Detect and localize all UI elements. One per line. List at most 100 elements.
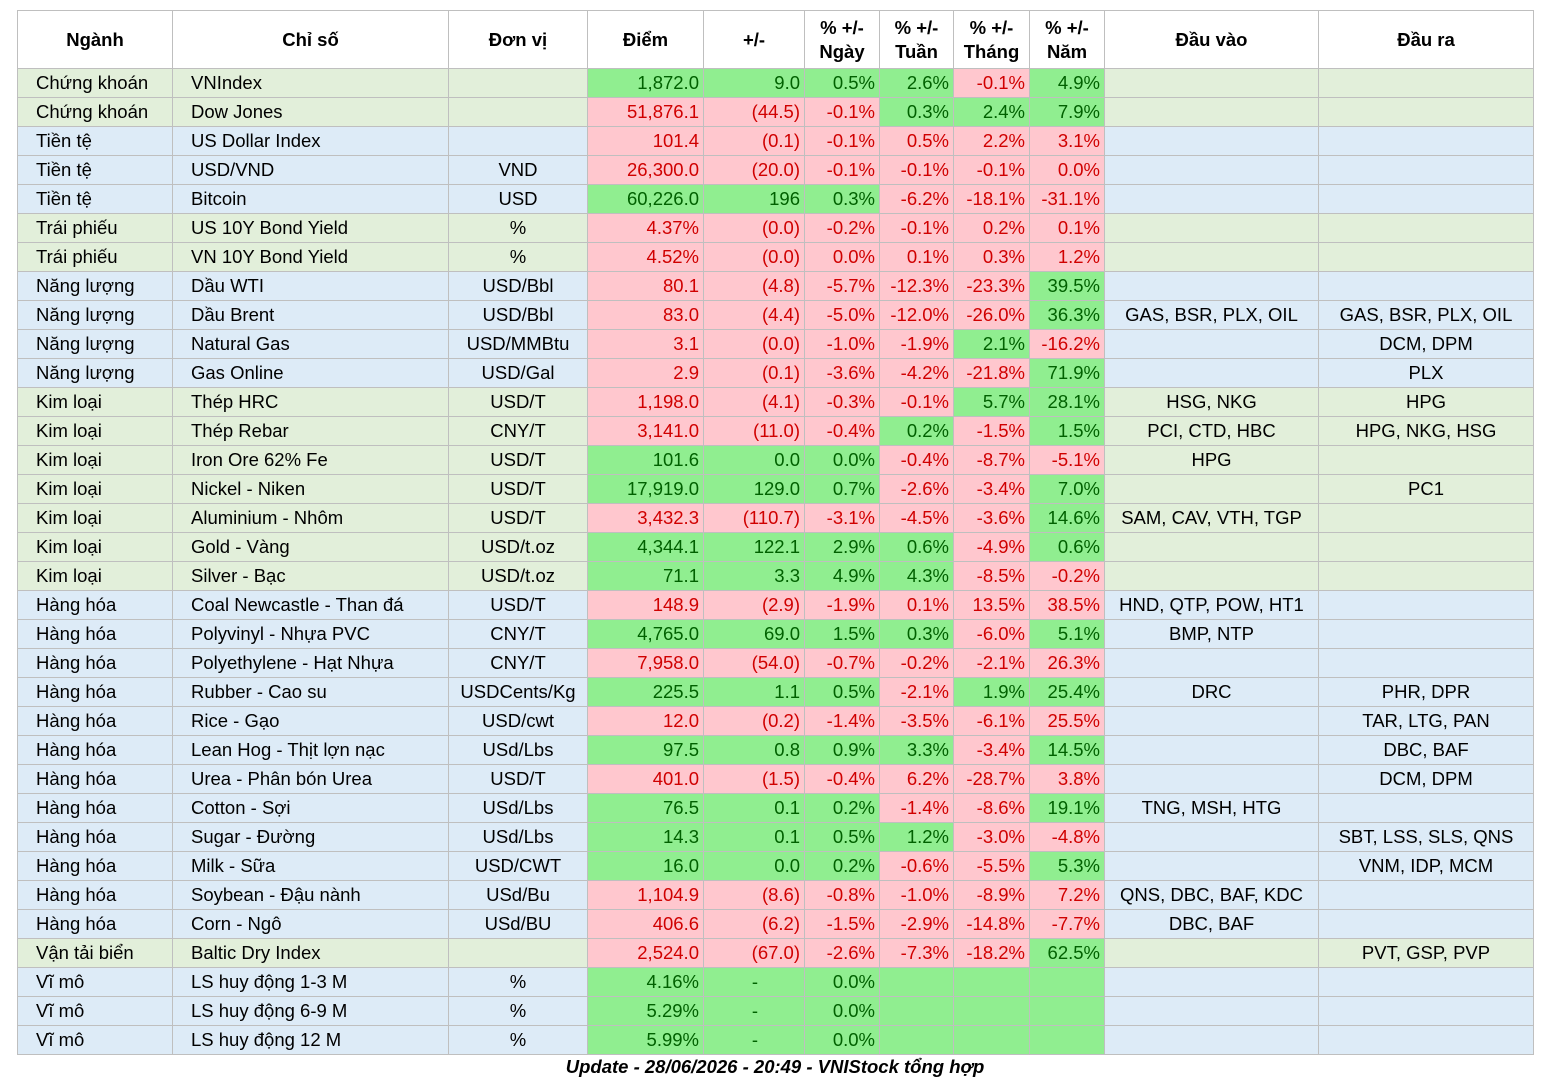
cell: -0.1% [804,126,880,156]
table-row: Kim loại Aluminium - Nhôm USD/T 3,432.3 (110… [17,503,1534,533]
table-row: Hàng hóa Polyethylene - Hạt Nhựa CNY/T 7,95… [17,648,1534,678]
cell: -18.2% [953,938,1030,968]
cell: Dow Jones [172,97,449,127]
table-row: Tiền tệ US Dollar Index 101.4 (0.1) -0.1% 0.5… [17,126,1534,156]
table-row: Hàng hóa Corn - Ngô USd/BU 406.6 (6.2) -1.5% -… [17,909,1534,939]
cell: -3.0% [953,822,1030,852]
table-row: Kim loại Thép HRC USD/T 1,198.0 (4.1) -0.3% -0… [17,387,1534,417]
cell: Năng lượng [17,329,173,359]
cell [1104,358,1319,388]
cell [1318,68,1534,98]
cell [1029,996,1105,1026]
cell: Polyethylene - Hạt Nhựa [172,648,449,678]
cell: Hàng hóa [17,619,173,649]
cell: Kim loại [17,474,173,504]
cell: Dầu Brent [172,300,449,330]
table-row: Kim loại Nickel - Niken USD/T 17,919.0 129.0… [17,474,1534,504]
cell: (54.0) [703,648,805,678]
cell: - [703,1025,805,1055]
cell: PLX [1318,358,1534,388]
cell: 4,765.0 [587,619,704,649]
cell: USD/t.oz [448,561,588,591]
cell: -3.4% [953,735,1030,765]
cell: -1.0% [879,880,954,910]
cell: -1.9% [804,590,880,620]
cell: VND [448,155,588,185]
cell: Bitcoin [172,184,449,214]
cell: BMP, NTP [1104,619,1319,649]
cell: USd/Lbs [448,793,588,823]
cell: -2.6% [804,938,880,968]
cell [1318,184,1534,214]
cell: USD/cwt [448,706,588,736]
cell: (20.0) [703,155,805,185]
cell [1104,851,1319,881]
cell: Hàng hóa [17,793,173,823]
cell: 97.5 [587,735,704,765]
cell: 0.0% [804,242,880,272]
cell: 13.5% [953,590,1030,620]
cell: 26,300.0 [587,155,704,185]
cell: 3.1 [587,329,704,359]
cell [1104,967,1319,997]
cell: -4.2% [879,358,954,388]
cell: Thép HRC [172,387,449,417]
cell: 0.6% [879,532,954,562]
cell: HSG, NKG [1104,387,1319,417]
cell [1318,155,1534,185]
cell: (11.0) [703,416,805,446]
cell: 69.0 [703,619,805,649]
cell: -0.3% [804,387,880,417]
table-row: Tiền tệ Bitcoin USD 60,226.0 196 0.3% -6.2% -18… [17,184,1534,214]
cell: (0.2) [703,706,805,736]
cell: (0.0) [703,242,805,272]
cell: 71.9% [1029,358,1105,388]
cell: Kim loại [17,503,173,533]
cell: (4.1) [703,387,805,417]
cell: 0.3% [879,619,954,649]
cell: Vĩ mô [17,996,173,1026]
cell: 1.9% [953,677,1030,707]
header-cell: Chỉ số [172,10,449,69]
cell: PCI, CTD, HBC [1104,416,1319,446]
cell: -0.8% [804,880,880,910]
header-cell: % +/- Tháng [953,10,1030,69]
cell [1104,735,1319,765]
cell: -8.6% [953,793,1030,823]
cell: Dầu WTI [172,271,449,301]
cell: USD/T [448,387,588,417]
cell: -0.1% [953,68,1030,98]
cell: 406.6 [587,909,704,939]
cell: 0.1 [703,822,805,852]
cell: Kim loại [17,561,173,591]
cell: Kim loại [17,416,173,446]
cell: 12.0 [587,706,704,736]
cell: Cotton - Sợi [172,793,449,823]
header-cell: Đầu ra [1318,10,1534,69]
cell [1104,184,1319,214]
cell: 0.8 [703,735,805,765]
cell: VN 10Y Bond Yield [172,242,449,272]
cell: (0.1) [703,126,805,156]
cell: VNM, IDP, MCM [1318,851,1534,881]
cell: 1.2% [1029,242,1105,272]
cell: Milk - Sữa [172,851,449,881]
cell: 0.9% [804,735,880,765]
table-row: Năng lượng Dầu WTI USD/Bbl 80.1 (4.8) -5.7% -1… [17,271,1534,301]
cell: DCM, DPM [1318,764,1534,794]
cell [1318,880,1534,910]
cell [1104,648,1319,678]
cell: -0.4% [804,764,880,794]
cell: -0.6% [879,851,954,881]
cell [1104,1025,1319,1055]
cell: Corn - Ngô [172,909,449,939]
cell [1104,155,1319,185]
table-row: Năng lượng Natural Gas USD/MMBtu 3.1 (0.0) -1… [17,329,1534,359]
cell: -2.1% [953,648,1030,678]
cell: Urea - Phân bón Urea [172,764,449,794]
table-row: Vĩ mô LS huy động 6-9 M% 5.29% -0.0% [17,996,1534,1026]
cell: 0.0 [703,851,805,881]
cell: 17,919.0 [587,474,704,504]
cell: 3.3% [879,735,954,765]
header-cell: Đơn vị [448,10,588,69]
